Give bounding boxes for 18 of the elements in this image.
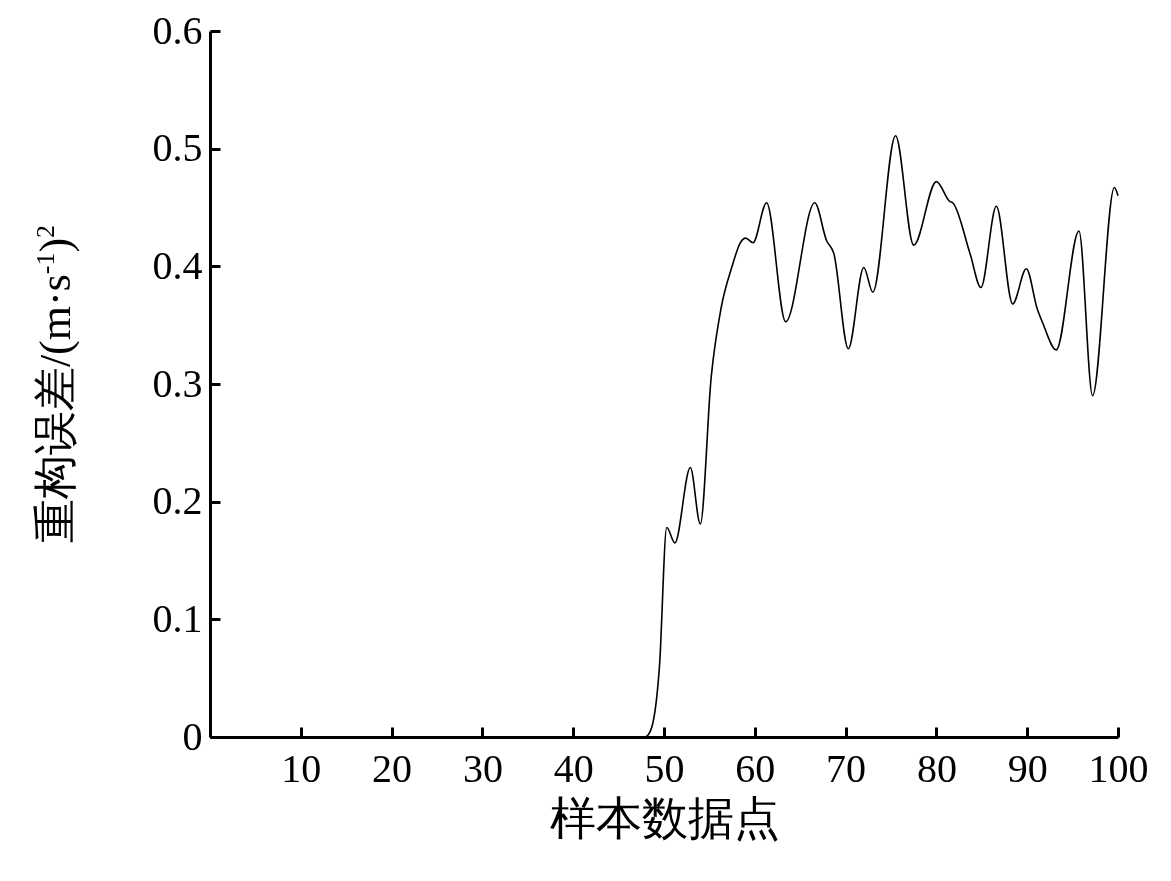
- y-tick-label: 0.5: [152, 125, 203, 171]
- x-tick-label: 30: [462, 745, 503, 791]
- y-tick-label: 0.2: [152, 478, 203, 524]
- y-tick-label: 0.4: [152, 242, 203, 288]
- x-tick-label: 90: [1007, 745, 1048, 791]
- y-tick-label: 0.3: [152, 360, 203, 406]
- x-tick-label: 100: [1088, 745, 1149, 791]
- x-tick-label: 10: [281, 745, 322, 791]
- y-tick-label: 0.1: [152, 595, 203, 641]
- x-tick-label: 40: [553, 745, 594, 791]
- x-tick-label: 80: [916, 745, 957, 791]
- x-tick-label: 20: [372, 745, 413, 791]
- x-axis-title: 样本数据点: [549, 792, 780, 844]
- y-tick-label: 0.6: [152, 7, 203, 53]
- y-tick-label: 0: [182, 713, 203, 759]
- x-tick-label: 70: [826, 745, 867, 791]
- x-tick-label: 50: [644, 745, 685, 791]
- x-tick-label: 60: [735, 745, 776, 791]
